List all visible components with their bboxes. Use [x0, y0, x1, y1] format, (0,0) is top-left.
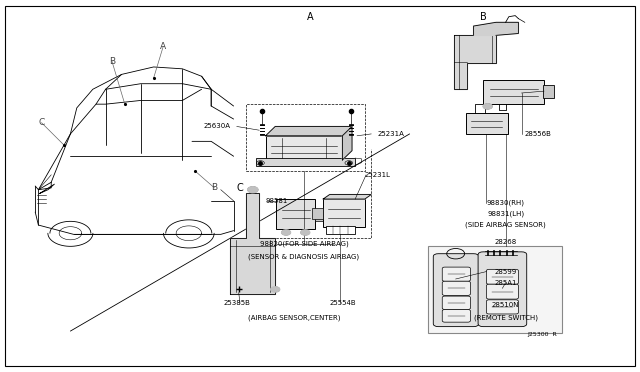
Text: A: A	[160, 42, 166, 51]
Text: J25300  R: J25300 R	[527, 332, 557, 337]
Text: 25231L: 25231L	[365, 172, 391, 178]
FancyBboxPatch shape	[442, 267, 470, 281]
Text: 98830(RH): 98830(RH)	[486, 199, 525, 206]
Circle shape	[282, 230, 291, 235]
FancyBboxPatch shape	[478, 252, 527, 327]
Bar	[543, 85, 554, 98]
Text: 98831(LH): 98831(LH)	[487, 211, 524, 217]
Text: (SIDE AIRBAG SENSOR): (SIDE AIRBAG SENSOR)	[465, 222, 546, 228]
Polygon shape	[474, 22, 518, 35]
Bar	[276, 199, 315, 229]
FancyBboxPatch shape	[442, 296, 470, 310]
Bar	[326, 226, 355, 234]
Bar	[323, 199, 365, 227]
Polygon shape	[230, 193, 275, 294]
Text: 25554B: 25554B	[329, 300, 356, 306]
Polygon shape	[342, 126, 352, 160]
Circle shape	[483, 104, 492, 109]
Text: 285A1: 285A1	[494, 280, 517, 286]
FancyBboxPatch shape	[486, 300, 518, 314]
Polygon shape	[454, 35, 496, 89]
Polygon shape	[266, 126, 352, 136]
Text: (REMOTE SWITCH): (REMOTE SWITCH)	[474, 315, 538, 321]
Text: C: C	[237, 183, 243, 193]
Bar	[246, 104, 365, 171]
Text: (SENSOR & DIAGNOSIS AIRBAG): (SENSOR & DIAGNOSIS AIRBAG)	[248, 253, 360, 260]
FancyBboxPatch shape	[486, 269, 518, 284]
Text: B: B	[109, 57, 115, 66]
Polygon shape	[323, 195, 371, 199]
Bar	[428, 246, 562, 333]
Text: 28510N: 28510N	[492, 302, 519, 308]
Text: 25630A: 25630A	[204, 124, 230, 129]
Text: 28268: 28268	[495, 239, 516, 245]
Text: 28599: 28599	[495, 269, 516, 275]
Bar	[256, 158, 355, 166]
Text: B: B	[480, 12, 486, 22]
FancyBboxPatch shape	[433, 254, 479, 327]
Bar	[466, 113, 508, 134]
Bar	[315, 212, 323, 221]
Text: 98820(FOR SIDE AIRBAG): 98820(FOR SIDE AIRBAG)	[260, 240, 348, 247]
Circle shape	[271, 287, 280, 292]
Text: 98581: 98581	[266, 198, 288, 204]
Text: 28556B: 28556B	[525, 131, 552, 137]
Circle shape	[301, 230, 310, 235]
FancyBboxPatch shape	[442, 281, 470, 295]
Bar	[312, 208, 323, 219]
Text: (AIRBAG SENSOR,CENTER): (AIRBAG SENSOR,CENTER)	[248, 315, 340, 321]
Text: A: A	[307, 12, 314, 22]
FancyBboxPatch shape	[486, 284, 518, 299]
Circle shape	[248, 187, 258, 193]
Text: C: C	[38, 118, 45, 127]
Text: 25385B: 25385B	[223, 300, 250, 306]
Text: 25231A: 25231A	[378, 131, 404, 137]
Bar	[266, 136, 342, 160]
FancyBboxPatch shape	[442, 310, 470, 322]
Text: B: B	[211, 183, 218, 192]
Bar	[483, 80, 544, 104]
